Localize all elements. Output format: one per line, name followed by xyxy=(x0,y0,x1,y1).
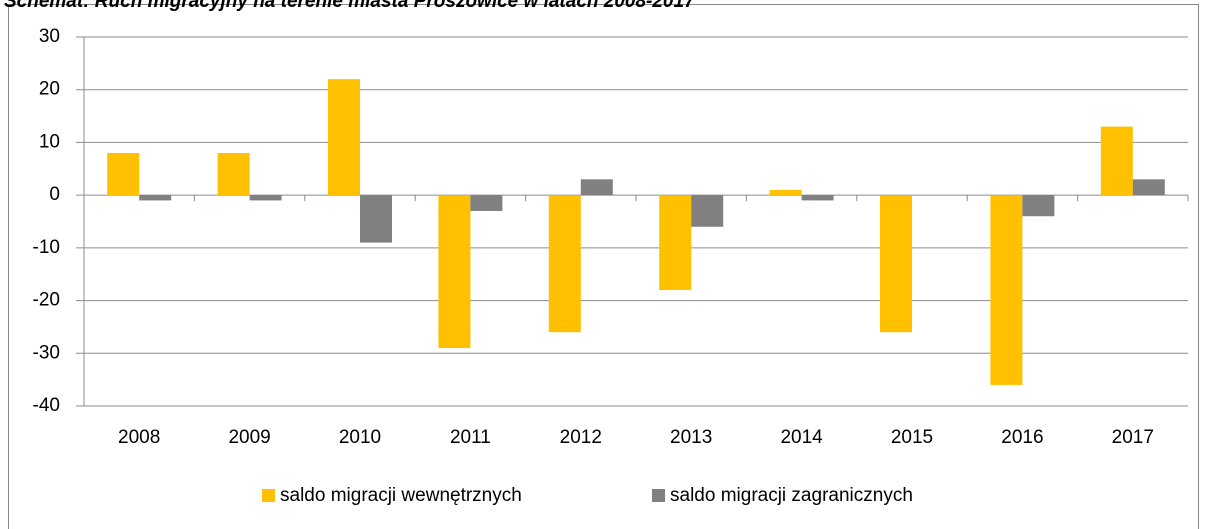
bar xyxy=(801,195,834,201)
x-tick-label: 2011 xyxy=(450,427,491,448)
legend-label: saldo migracji wewnętrznych xyxy=(280,485,522,506)
legend-label: saldo migracji zagranicznych xyxy=(670,485,913,506)
x-tick-label: 2010 xyxy=(339,427,381,448)
bar xyxy=(769,189,802,196)
bar xyxy=(548,195,581,333)
bar xyxy=(1132,179,1165,196)
x-tick-label: 2014 xyxy=(780,427,823,448)
x-tick-label: 2016 xyxy=(1001,427,1043,448)
y-tick-label: -30 xyxy=(33,342,60,363)
bar xyxy=(880,195,912,333)
y-tick-label: -20 xyxy=(33,290,60,311)
legend-swatch xyxy=(262,489,275,502)
legend-swatch xyxy=(652,489,665,502)
bar xyxy=(217,152,250,196)
bar xyxy=(438,195,471,349)
chart-border xyxy=(8,4,1199,529)
bar xyxy=(470,195,503,211)
x-tick-label: 2015 xyxy=(891,427,933,448)
y-tick-label: -40 xyxy=(33,395,60,416)
bar xyxy=(107,152,140,196)
bar xyxy=(1022,195,1055,217)
bar xyxy=(360,195,392,243)
bar xyxy=(990,195,1023,385)
bar xyxy=(659,195,692,291)
y-tick-label: 20 xyxy=(39,79,60,100)
bar xyxy=(580,179,613,196)
x-tick-label: 2012 xyxy=(560,427,602,448)
y-tick-label: 30 xyxy=(39,26,60,47)
bar xyxy=(691,195,724,227)
x-tick-label: 2008 xyxy=(118,427,160,448)
chart-title: Schemat: Ruch migracyjny na terenie mias… xyxy=(4,0,696,12)
y-tick-label: -10 xyxy=(33,237,60,258)
y-tick-label: 10 xyxy=(39,131,60,152)
bar xyxy=(249,195,282,201)
bar xyxy=(1100,126,1133,196)
bar xyxy=(328,79,360,196)
x-tick-label: 2009 xyxy=(228,427,270,448)
bar xyxy=(139,195,172,201)
y-tick-label: 0 xyxy=(49,184,60,205)
x-tick-label: 2013 xyxy=(670,427,712,448)
x-tick-label: 2017 xyxy=(1112,427,1154,448)
